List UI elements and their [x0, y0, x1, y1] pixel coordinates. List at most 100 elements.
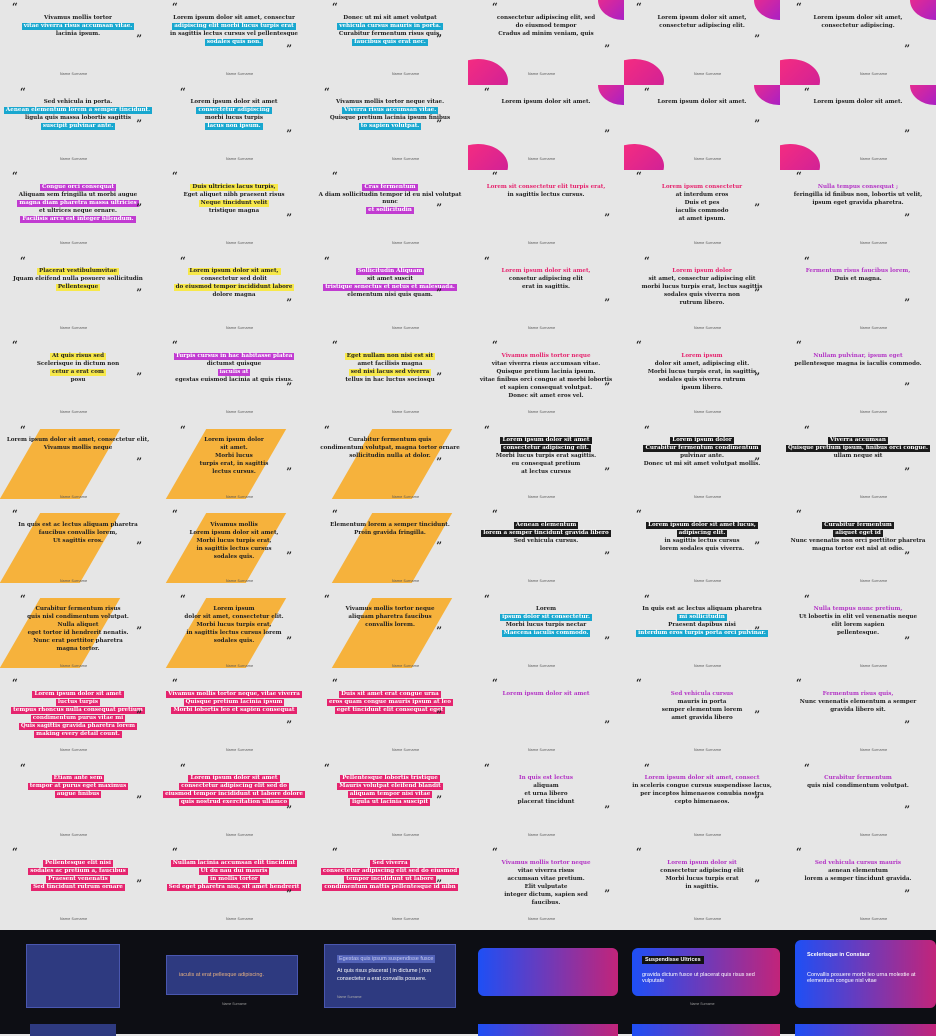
quote-mark-icon: ” [904, 804, 910, 816]
template-thumbnail[interactable]: “Lorem ipsum dolor sit amet.” Name Surnam… [624, 84, 780, 170]
quote-text-block: Lorem ipsum dolor Curabitur fermentum con… [624, 437, 780, 469]
template-thumbnail[interactable]: “Duis ultricies lacus turpis, Eget alique… [156, 169, 312, 254]
template-thumbnail[interactable]: “Vivamus mollis tortor neque vitae viverr… [468, 338, 624, 423]
template-card-2[interactable]: iaculis at erat pellesque adipiscing. [166, 955, 298, 995]
template-thumbnail[interactable]: “At quis risus sed Scelerisque in dictum … [0, 338, 156, 423]
template-thumbnail[interactable]: “Lorem ipsum dolor sit amet.” Name Surnam… [780, 84, 936, 170]
template-thumbnail[interactable]: “consectetur adipiscing elit, sed do eius… [468, 0, 624, 85]
template-thumbnail[interactable]: “Lorem ipsum dolor sit amet, consectetur … [780, 0, 936, 85]
template-thumbnail[interactable]: “Sed vehicula cursus mauris aenean elemen… [780, 845, 936, 930]
template-thumbnail[interactable]: “Congue orci consequat Aliquam sem fringi… [0, 169, 156, 254]
quote-mark-icon: ” [904, 635, 910, 647]
template-thumbnail[interactable]: “In quis est ac lectus aliquam pharetra m… [624, 592, 780, 677]
template-thumbnail[interactable]: “Duis sit amet erat congue urna eros quam… [312, 676, 468, 761]
template-thumbnail[interactable]: “Vivamus mollis tortor neque, vitae vive… [156, 676, 312, 761]
template-card-1[interactable] [26, 944, 120, 1008]
template-thumbnail[interactable]: “Lorem ipsum dolor sit amet consectetur a… [468, 423, 624, 508]
template-thumbnail[interactable]: “Lorem ipsum dolor sit amet, consectetur … [156, 254, 312, 339]
template-thumbnail[interactable]: “ Curabitur fermentum quis condimentum vol… [312, 423, 468, 508]
template-thumbnail[interactable]: “ In quis est lectus aliquam et urna libero… [468, 761, 624, 846]
template-card-6[interactable]: Scelerisque in Constaur Convallis posuer… [795, 940, 936, 1008]
template-thumbnail[interactable]: “Nullam pulvinar, ipsum eget pellentesque… [780, 338, 936, 423]
template-thumbnail[interactable]: “ Sollicitudin Aliquam sit amet suscit tris… [312, 254, 468, 339]
quote-text-block: Etiam ante sem tempor at purus eget maxim… [0, 775, 156, 799]
template-thumbnail[interactable]: “Eget nullam non nisi est sit amet facili… [312, 338, 468, 423]
template-thumbnail[interactable]: “ Lorem ipsum dolor sit consectetur. Morbi … [468, 592, 624, 677]
template-thumbnail[interactable]: “Lorem ipsum dolor sit amet consectetur a… [156, 761, 312, 846]
template-thumbnail[interactable]: “Lorem ipsum dolor sit consectetur adipis… [624, 845, 780, 930]
template-thumbnail[interactable]: “Etiam ante sem tempor at purus eget maxi… [0, 761, 156, 846]
template-thumbnail[interactable]: “Lorem ipsum dolor Curabitur fermentum co… [624, 423, 780, 508]
template-card-5[interactable]: Suspendisse Ultrices gravida dictum fusc… [632, 948, 780, 996]
template-thumbnail[interactable]: “Lorem ipsum consectetur at interdum eros… [624, 169, 780, 254]
template-thumbnail[interactable]: “ Vivamus mollis tortor neque vitae. Viver… [312, 85, 468, 170]
quote-line: posu [70, 376, 86, 383]
template-thumbnail[interactable]: “Lorem sit consectetur elit turpis erat,… [468, 169, 624, 254]
template-thumbnail[interactable]: “Vivamus mollis tortor vitae viverra risu… [0, 0, 156, 85]
template-thumbnail[interactable]: “Lorem ipsum dolor sit amet.” Name Surnam… [468, 84, 624, 170]
template-thumbnail[interactable]: “Elementum lorem a semper tincidunt. Proi… [312, 507, 468, 592]
quote-line: Sollicitudin Aliquam [355, 268, 425, 275]
quote-line: Quis sagittis gravida pharetra lorem [18, 722, 138, 730]
quote-text-block: Nullam pulvinar, ipsum eget pellentesque … [780, 352, 936, 368]
quote-line: Nunc erat porttitor pharetra [33, 638, 123, 644]
template-card-7-peek[interactable] [30, 1024, 116, 1036]
template-thumbnail[interactable]: “Nulla tempus consequat ; feringilla id f… [780, 169, 936, 254]
quote-mark-icon: ” [904, 466, 910, 478]
template-thumbnail[interactable]: “Lorem ipsum dolor sit amet, consect in s… [624, 761, 780, 846]
template-thumbnail[interactable]: “Fermentum risus faucibus lorem, Duis et … [780, 254, 936, 339]
template-thumbnail[interactable]: “Vivamus mollis Lorem ipsum dolor sit ame… [156, 507, 312, 592]
template-thumbnail[interactable]: “ Curabitur fermentum risus quis nisl cond… [0, 592, 156, 677]
template-thumbnail[interactable]: “ Lorem ipsum dolor sit amet, consectur ad… [624, 254, 780, 339]
quote-mark-icon: ” [136, 541, 142, 552]
template-thumbnail[interactable]: “ Curabitur fermentum quis nisl condimentu… [780, 761, 936, 846]
template-thumbnail[interactable]: “Lorem ipsum dolor sit amet, consectur ad… [156, 0, 312, 85]
quote-line: Lorem sit consectetur elit turpis erat, [486, 183, 606, 190]
author-name: Name Surname [226, 72, 254, 76]
quote-text-block: Lorem ipsum dolor sit amet, adipiscing el… [624, 352, 780, 392]
quote-line: Lorem ipsum dolor sit amet, [657, 14, 747, 21]
quote-mark-icon: ” [436, 118, 442, 130]
template-thumbnail[interactable]: “Sed viverra consectetur adipiscing elit … [312, 845, 468, 930]
template-thumbnail[interactable]: “Lorem ipsum dolor sit amet luctus turpis… [0, 676, 156, 761]
template-thumbnail[interactable]: “Aenean elementum lorem a semper tincidun… [468, 507, 624, 592]
template-thumbnail[interactable]: “Lorem ipsum dolor sit amet consectetur a… [156, 85, 312, 170]
template-thumbnail[interactable]: “Donec ut mi sit amet volutpat vehicula c… [312, 0, 468, 85]
template-thumbnail[interactable]: “ Lorem ipsum dolor sit amet ” Name Surname [468, 676, 624, 761]
template-thumbnail[interactable]: “Turpis cursus in hac habitasse platea di… [156, 338, 312, 423]
template-thumbnail[interactable]: “Nulla tempus nunc pretium, Ut lobortis i… [780, 592, 936, 677]
template-thumbnail[interactable]: “Pellentesque elit nisi sodales ac pretiu… [0, 845, 156, 930]
quote-mark-icon: “ [796, 847, 802, 858]
quote-text-block: Eget nullam non nisi est sit amet facilis… [312, 352, 468, 384]
template-thumbnail[interactable]: “Curabitur fermentum aliquet eget id Nunc … [780, 507, 936, 592]
template-card-9-peek[interactable] [632, 1024, 780, 1036]
template-thumbnail[interactable]: “Pellentesque lobortis tristique Mauris v… [312, 761, 468, 846]
template-thumbnail[interactable]: “ Lorem ipsum dolor sit amet. Morbi lucus tu… [156, 423, 312, 508]
template-card-8-peek[interactable] [478, 1024, 618, 1036]
template-thumbnail[interactable]: “ Sed vehicula in porta. Aenean elementum … [0, 85, 156, 170]
quote-line: Ut lobortis in elit vel venenatis neque [798, 614, 918, 620]
template-card-10-peek[interactable] [795, 1024, 936, 1036]
template-thumbnail[interactable]: “Sed vehicula cursus mauris in porta sempe… [624, 676, 780, 761]
template-thumbnail[interactable]: “ Vivamus mollis tortor neque aliquam phar… [312, 592, 468, 677]
template-card-4[interactable] [478, 948, 618, 996]
template-thumbnail[interactable]: “ Lorem ipsum dolor sit amet, consectetur … [156, 592, 312, 677]
template-card-3[interactable]: Egestas quis ipsum suspendisse fusce At … [324, 944, 456, 1008]
template-thumbnail[interactable]: “Lorem ipsum dolor sit amet, consectetur … [624, 0, 780, 85]
template-thumbnail[interactable]: “Fermentum risus quis, Nunc venenatis ele… [780, 676, 936, 761]
template-thumbnail[interactable]: “Vivamus mollis tortor neque vitae viverr… [468, 845, 624, 930]
template-thumbnail[interactable]: “ Lorem ipsum dolor sit amet, consetur adi… [468, 254, 624, 339]
template-thumbnail[interactable]: “Lorem ipsum dolor sit amet, adipiscing e… [624, 338, 780, 423]
card-3-title: Egestas quis ipsum suspendisse fusce [337, 955, 436, 963]
quote-mark-icon: “ [12, 509, 18, 520]
quote-line: egestas euismod lacinia at quis risus. [175, 376, 293, 383]
template-thumbnail[interactable]: “Lorem ipsum dolor sit amet lucus, adipis… [624, 507, 780, 592]
template-thumbnail[interactable]: “Placerat vestibulumvitae Jquam eleifend … [0, 254, 156, 339]
template-thumbnail[interactable]: “Lorem ipsum dolor sit amet, consectetur… [0, 423, 156, 508]
quote-line: dolore magna [212, 292, 256, 298]
template-thumbnail[interactable]: “In quis est ac lectus aliquam pharetra f… [0, 507, 156, 592]
quote-line: Lorem ipsum dolor sit amet, consectetur … [6, 437, 150, 443]
template-thumbnail[interactable]: “Viverra accumsan Quisque pretium ipsum, … [780, 423, 936, 508]
template-thumbnail[interactable]: “Cras fermentum A diam sollicitudin tempo… [312, 169, 468, 254]
template-thumbnail[interactable]: “Nullam lacinia accumsan elit tincidunt U… [156, 845, 312, 930]
